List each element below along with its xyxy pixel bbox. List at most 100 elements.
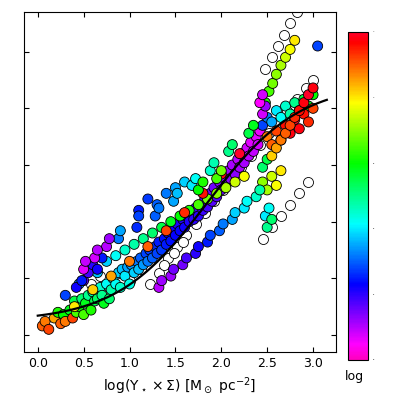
Point xyxy=(259,92,266,98)
Point xyxy=(250,148,257,154)
Point xyxy=(92,298,98,304)
Point xyxy=(257,100,263,106)
Point xyxy=(136,213,142,219)
Point xyxy=(268,173,275,180)
Point xyxy=(149,230,156,236)
Point xyxy=(85,270,92,276)
Point xyxy=(253,134,259,140)
Point xyxy=(223,182,229,189)
Point xyxy=(268,119,275,125)
Point xyxy=(106,284,112,290)
Point xyxy=(278,168,284,174)
Point xyxy=(202,210,208,216)
Point xyxy=(170,224,177,230)
Point xyxy=(62,292,68,298)
Point xyxy=(259,236,266,242)
Point xyxy=(282,122,289,128)
Point xyxy=(282,130,289,136)
Point xyxy=(209,198,215,204)
Point xyxy=(310,85,316,91)
Point xyxy=(112,281,119,287)
Point xyxy=(73,284,80,290)
Point xyxy=(180,216,186,222)
Point xyxy=(108,286,114,293)
Point xyxy=(42,318,48,325)
Point xyxy=(278,137,284,143)
Point xyxy=(174,190,180,196)
Point xyxy=(161,262,168,268)
Point xyxy=(126,258,133,264)
Point xyxy=(189,182,195,189)
Point xyxy=(94,296,101,302)
Point xyxy=(192,250,199,257)
Point xyxy=(156,205,162,211)
Point xyxy=(273,71,280,78)
Point xyxy=(106,296,112,302)
Point xyxy=(146,247,153,253)
Point xyxy=(177,213,183,219)
Point xyxy=(264,114,270,121)
Point xyxy=(248,153,254,159)
Point xyxy=(140,236,146,242)
Point xyxy=(115,270,122,276)
Point xyxy=(128,262,134,268)
Point xyxy=(156,239,162,245)
Point xyxy=(229,175,236,182)
Point xyxy=(229,162,236,168)
Point xyxy=(229,142,236,148)
Point xyxy=(149,255,156,261)
Point xyxy=(137,255,144,261)
Point xyxy=(218,171,224,177)
Point xyxy=(112,252,119,259)
Point xyxy=(195,202,202,208)
Point xyxy=(305,119,312,125)
Point xyxy=(204,239,211,245)
Point xyxy=(60,311,67,318)
Point xyxy=(202,196,208,202)
Point xyxy=(172,184,179,191)
Point xyxy=(58,320,64,327)
Point xyxy=(172,232,179,238)
Point xyxy=(124,264,131,270)
Point xyxy=(257,128,263,134)
Point xyxy=(103,281,110,287)
Point xyxy=(262,103,268,109)
Point xyxy=(152,213,158,219)
Point xyxy=(181,224,188,230)
Point xyxy=(266,205,272,211)
Point xyxy=(238,164,245,170)
Point xyxy=(200,190,206,196)
Point xyxy=(154,250,160,257)
Point xyxy=(262,100,268,106)
Point xyxy=(248,139,254,146)
Point xyxy=(117,228,124,234)
Point xyxy=(246,130,252,136)
Point xyxy=(287,122,293,128)
Point xyxy=(163,190,170,196)
Point xyxy=(158,278,165,284)
Point xyxy=(218,168,224,174)
Point xyxy=(287,202,293,208)
Point xyxy=(122,273,128,279)
Point xyxy=(211,160,217,166)
Point xyxy=(236,164,243,170)
Point xyxy=(198,202,204,208)
Point xyxy=(55,309,61,316)
Point xyxy=(163,228,170,234)
Point xyxy=(305,103,312,109)
Point xyxy=(244,145,250,151)
Point xyxy=(275,43,281,49)
Point xyxy=(165,230,171,236)
Point xyxy=(101,300,107,306)
Point xyxy=(220,173,226,180)
Point xyxy=(76,281,82,287)
Point xyxy=(292,37,298,44)
Point xyxy=(85,292,92,298)
Point xyxy=(268,142,275,148)
Point xyxy=(214,194,220,200)
Point xyxy=(257,187,263,193)
Point xyxy=(250,122,257,128)
Point xyxy=(310,77,316,83)
Point xyxy=(273,182,280,189)
Point xyxy=(270,80,276,87)
